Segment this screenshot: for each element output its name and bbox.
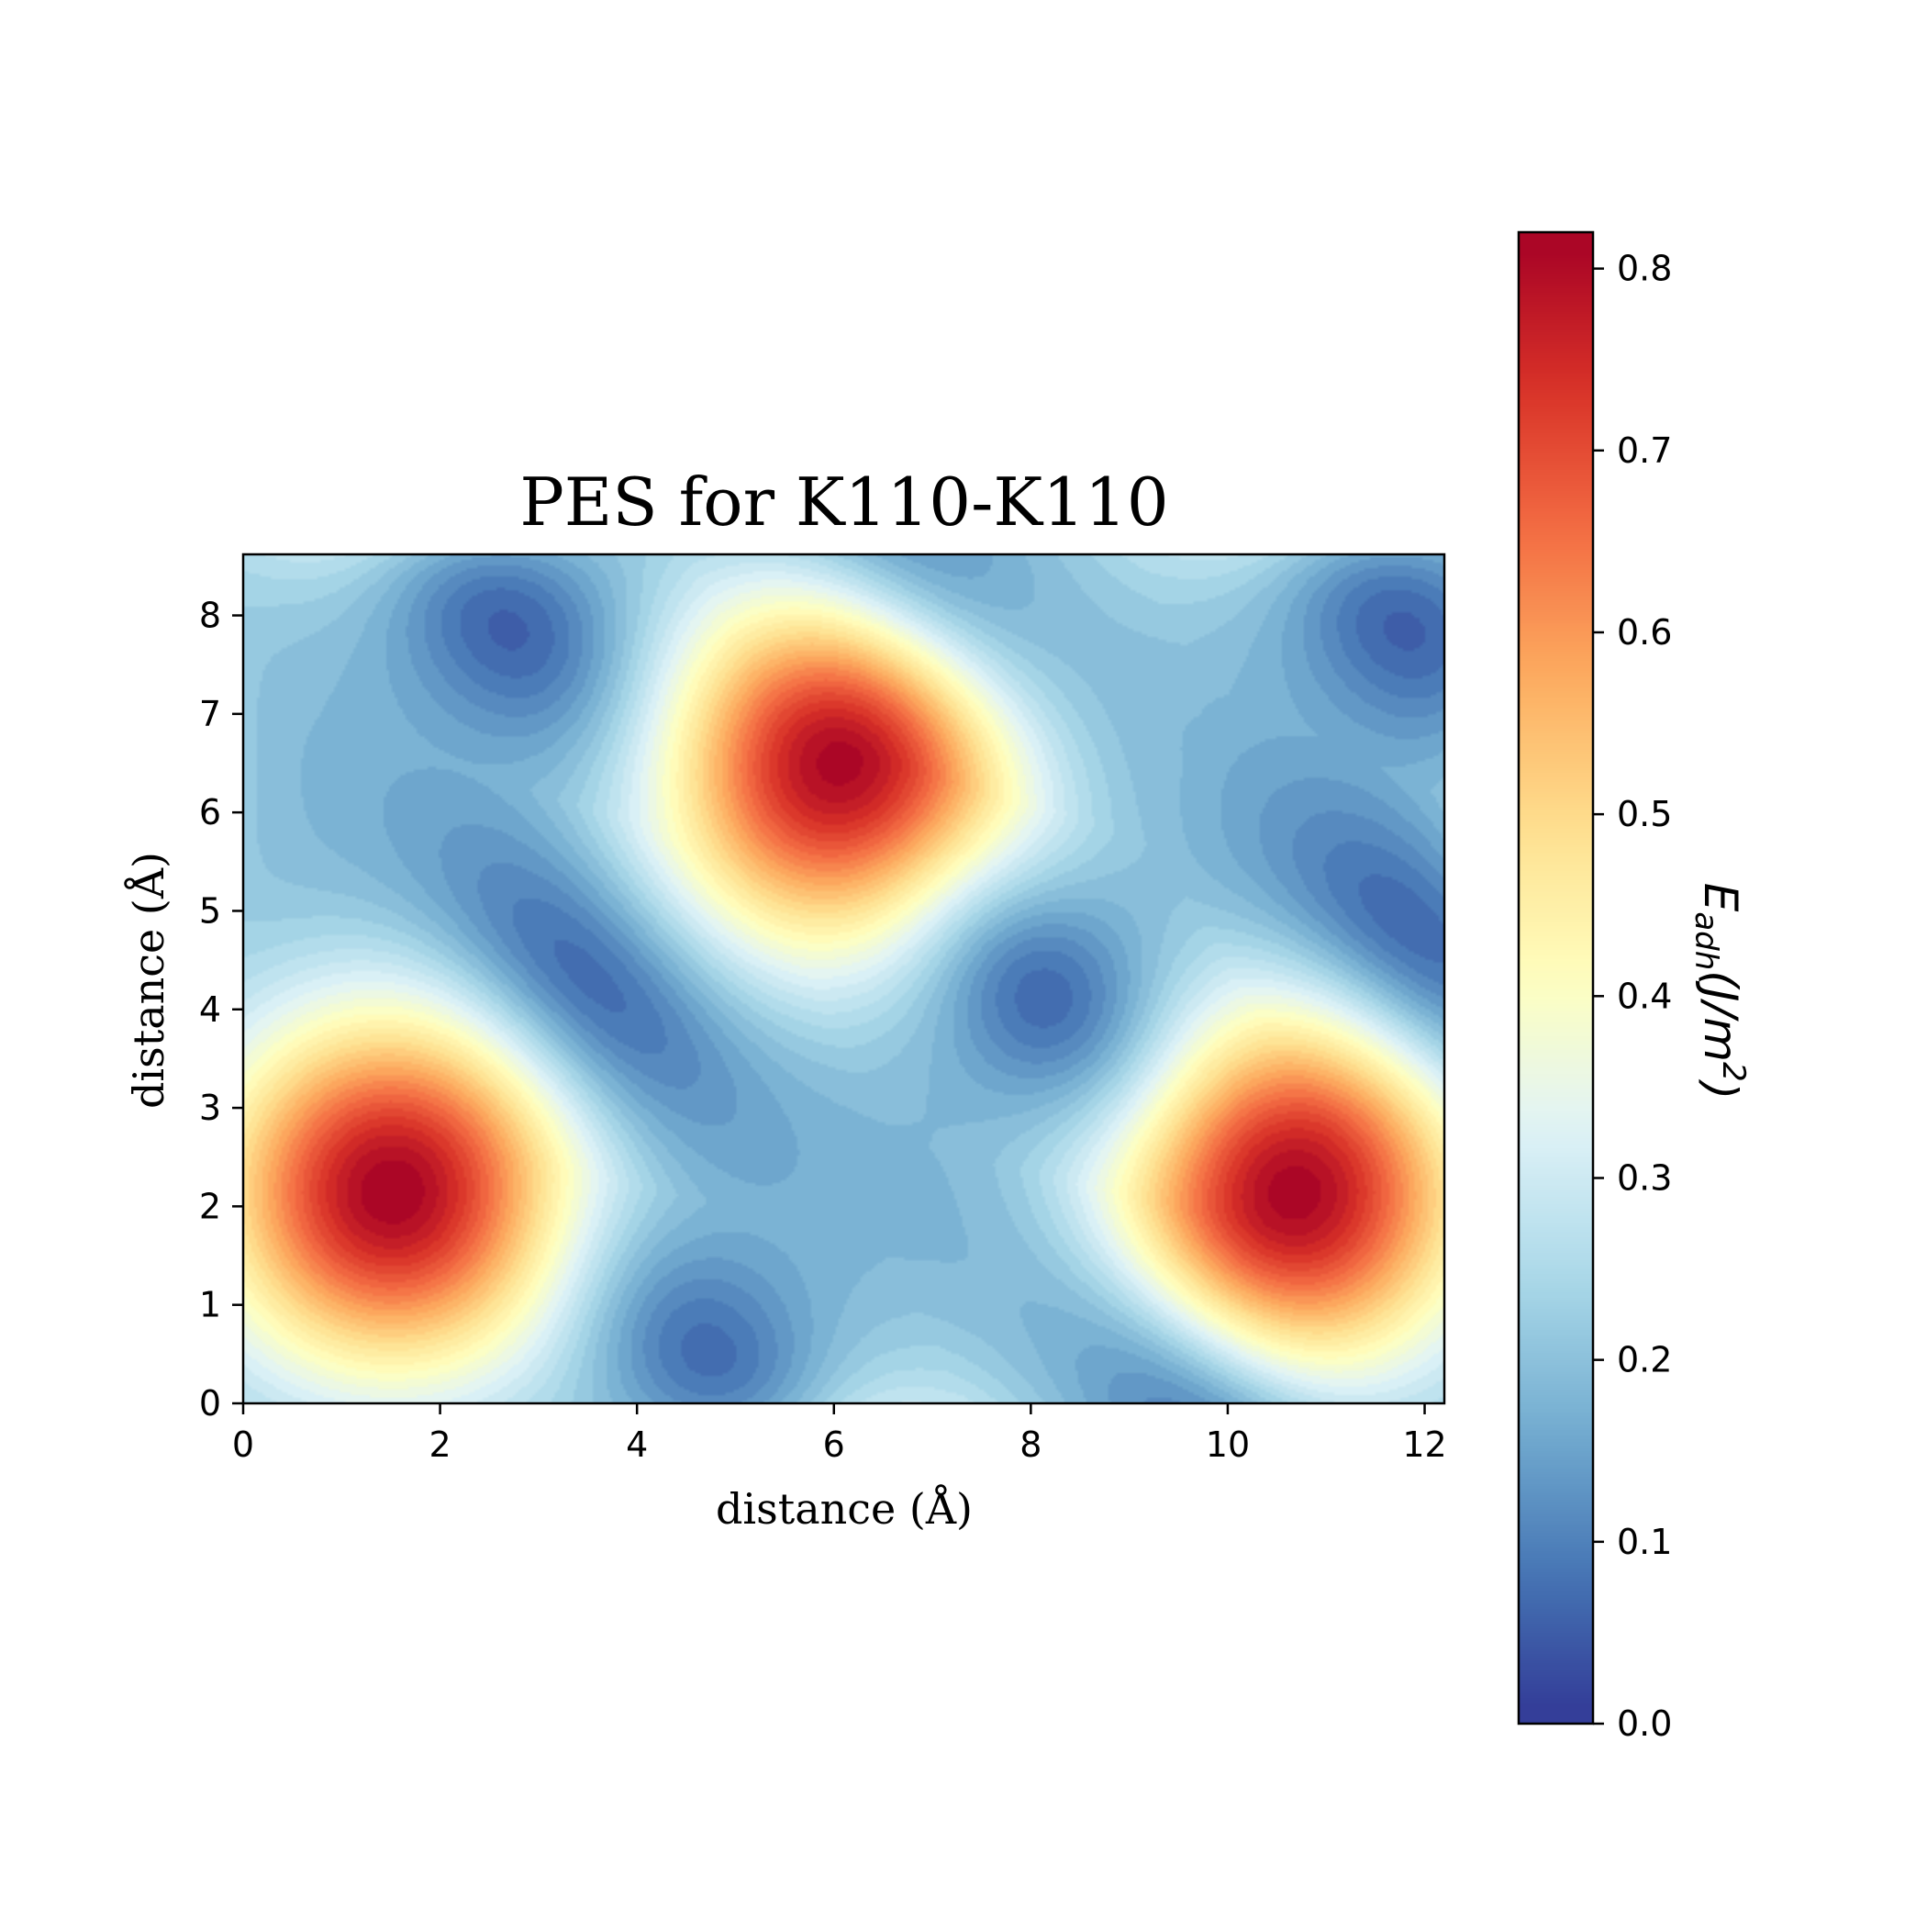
x-tick-label: 8 bbox=[1019, 1424, 1041, 1465]
colorbar-tick-label: 0.4 bbox=[1617, 976, 1672, 1016]
x-tick-label: 0 bbox=[232, 1424, 254, 1465]
x-tick-label: 12 bbox=[1402, 1424, 1446, 1465]
colorbar-label-rest: (J/m bbox=[1694, 970, 1747, 1062]
colorbar-tick-label: 0.7 bbox=[1617, 430, 1672, 471]
y-tick-label: 7 bbox=[199, 694, 221, 734]
colorbar-label-sup: 2 bbox=[1715, 1062, 1752, 1082]
colorbar-gradient bbox=[1519, 232, 1593, 1724]
y-tick-label: 3 bbox=[199, 1088, 221, 1128]
x-axis-label: distance (Å) bbox=[716, 1483, 973, 1534]
colorbar-tick-label: 0.0 bbox=[1617, 1703, 1672, 1744]
colorbar-label: Eadh(J/m2) bbox=[1688, 883, 1752, 1100]
x-tick-label: 4 bbox=[626, 1424, 648, 1465]
colorbar-tick-label: 0.6 bbox=[1617, 612, 1672, 653]
y-tick-label: 4 bbox=[199, 989, 221, 1030]
colorbar-tick-label: 0.3 bbox=[1617, 1157, 1672, 1198]
colorbar-ticks: 0.0 0.1 0.2 0.3 0.4 0.5 0.6 0.7 0.8 bbox=[1593, 249, 1672, 1744]
y-tick-label: 5 bbox=[199, 890, 221, 931]
colorbar-label-sub: adh bbox=[1688, 911, 1724, 970]
colorbar-label-main: E bbox=[1694, 883, 1747, 912]
y-tick-label: 6 bbox=[199, 792, 221, 832]
y-axis-ticks: 0 1 2 3 4 5 6 7 8 bbox=[199, 596, 243, 1424]
x-tick-label: 2 bbox=[429, 1424, 451, 1465]
chart-title: PES for K110-K110 bbox=[519, 463, 1168, 541]
y-tick-label: 8 bbox=[199, 596, 221, 636]
colorbar-tick-label: 0.8 bbox=[1617, 249, 1672, 289]
y-tick-label: 1 bbox=[199, 1285, 221, 1325]
x-tick-label: 6 bbox=[823, 1424, 845, 1465]
x-axis-ticks: 0 2 4 6 8 10 12 bbox=[232, 1403, 1447, 1465]
x-tick-label: 10 bbox=[1206, 1424, 1250, 1465]
colorbar-tick-label: 0.2 bbox=[1617, 1340, 1672, 1380]
heatmap-surface bbox=[243, 554, 1444, 1403]
y-tick-label: 2 bbox=[199, 1186, 221, 1226]
plot-frame bbox=[241, 553, 1446, 1405]
y-axis-label: distance (Å) bbox=[123, 852, 173, 1109]
colorbar-tick-label: 0.5 bbox=[1617, 794, 1672, 834]
colorbar-label-close: ) bbox=[1694, 1078, 1747, 1100]
y-tick-label: 0 bbox=[199, 1383, 221, 1424]
colorbar-frame bbox=[1517, 230, 1595, 1725]
colorbar-tick-label: 0.1 bbox=[1617, 1522, 1672, 1562]
